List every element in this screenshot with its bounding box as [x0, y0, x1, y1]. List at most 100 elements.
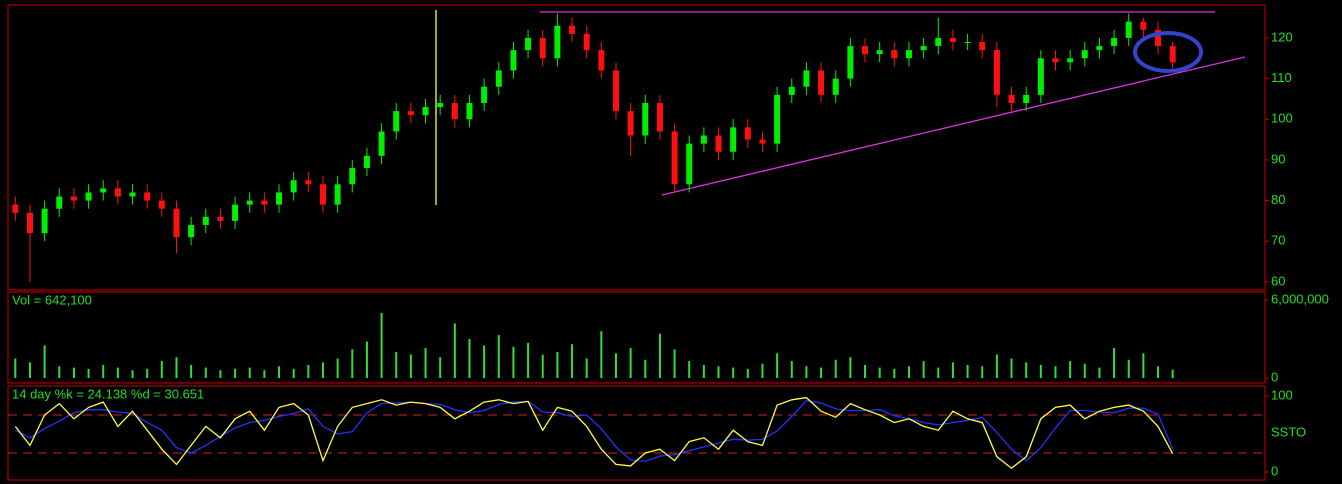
candle-body: [1081, 50, 1088, 59]
volume-bar: [951, 362, 954, 378]
volume-bar: [966, 364, 969, 378]
volume-bar: [600, 331, 603, 378]
candle-body: [26, 212, 33, 234]
candle-body: [12, 204, 19, 213]
candle-body: [539, 37, 546, 59]
axis-label: SSTO: [1271, 424, 1306, 439]
volume-bar: [629, 348, 632, 378]
candle-body: [217, 216, 224, 221]
volume-bar: [556, 351, 559, 378]
volume-bar: [72, 367, 75, 378]
candle-body: [803, 70, 810, 87]
candle-body: [232, 204, 239, 221]
volume-bar: [14, 358, 17, 378]
candle-body: [964, 41, 971, 43]
candle-body: [1067, 58, 1074, 63]
candle-body: [759, 139, 766, 144]
y-tick-label: 90: [1271, 151, 1285, 166]
volume-bar: [307, 364, 310, 378]
volume-bar: [87, 368, 90, 378]
panel-frame: [7, 291, 1266, 384]
panel-frame: [7, 385, 1266, 481]
volume-bar: [1083, 363, 1086, 378]
candle-body: [1023, 94, 1030, 103]
candle-body: [114, 188, 121, 197]
candle-body: [305, 180, 312, 185]
volume-bar: [351, 349, 354, 378]
volume-bar: [717, 366, 720, 378]
candle-body: [173, 208, 180, 238]
candle-body: [188, 224, 195, 238]
candle-body: [569, 25, 576, 34]
panel-label: 14 day %k = 24.138 %d = 30.651: [12, 386, 204, 401]
candle-body: [378, 131, 385, 156]
highlight-circle: [1133, 31, 1203, 73]
volume-bar: [937, 367, 940, 378]
candle-body: [319, 184, 326, 205]
volume-bar: [102, 364, 105, 378]
volume-bar: [907, 366, 910, 378]
volume-bar: [878, 367, 881, 378]
candle-body: [363, 155, 370, 169]
volume-bar: [58, 366, 61, 378]
volume-bar: [761, 363, 764, 378]
volume-bar: [234, 368, 237, 378]
volume-bar: [409, 354, 412, 378]
candle-body: [979, 41, 986, 51]
candle-body: [876, 50, 883, 55]
candle-body: [818, 70, 825, 95]
volume-bar: [395, 351, 398, 378]
candle-body: [993, 50, 1000, 95]
y-tick-label: 100: [1271, 111, 1293, 126]
candle-body: [715, 135, 722, 152]
volume-bar: [439, 357, 442, 378]
support-line: [661, 56, 1246, 196]
volume-bar: [995, 354, 998, 378]
candle-body: [129, 192, 136, 197]
candle-body: [656, 102, 663, 132]
volume-bar: [1171, 369, 1174, 378]
y-tick-label: 60: [1271, 273, 1285, 288]
volume-bar: [365, 341, 368, 378]
candle-body: [1008, 94, 1015, 103]
panel-label: Vol = 642,100: [12, 292, 92, 307]
candle-body: [1052, 58, 1059, 63]
volume-bar: [1039, 364, 1042, 378]
volume-bar: [28, 362, 31, 378]
candle-body: [700, 135, 707, 144]
y-tick-label: 70: [1271, 233, 1285, 248]
y-tick-label: 80: [1271, 192, 1285, 207]
y-tick-label: 120: [1271, 29, 1293, 44]
volume-bar: [776, 353, 779, 378]
volume-bar: [732, 367, 735, 378]
y-tick-label: 0: [1271, 463, 1278, 478]
volume-bar: [175, 357, 178, 378]
candle-body: [949, 37, 956, 42]
volume-bar: [688, 361, 691, 378]
candle-body: [598, 50, 605, 71]
candle-body: [1037, 58, 1044, 95]
volume-bar: [292, 368, 295, 378]
candle-body: [686, 143, 693, 185]
candle-body: [612, 70, 619, 112]
volume-bar: [585, 358, 588, 378]
volume-bar: [702, 364, 705, 378]
candle-body: [891, 50, 898, 59]
volume-bar: [131, 370, 134, 378]
volume-bar: [614, 353, 617, 378]
volume-bar: [43, 345, 46, 378]
volume-bar: [746, 368, 749, 378]
volume-bar: [820, 367, 823, 378]
candle-body: [41, 208, 48, 234]
volume-bar: [146, 368, 149, 378]
volume-bar: [658, 333, 661, 378]
candle-body: [466, 102, 473, 120]
candle-body: [1096, 46, 1103, 51]
candle-body: [730, 127, 737, 152]
candle-body: [451, 102, 458, 120]
volume-bar: [922, 361, 925, 378]
candle-body: [349, 168, 356, 185]
candle-body: [554, 25, 561, 59]
candle-body: [276, 192, 283, 205]
